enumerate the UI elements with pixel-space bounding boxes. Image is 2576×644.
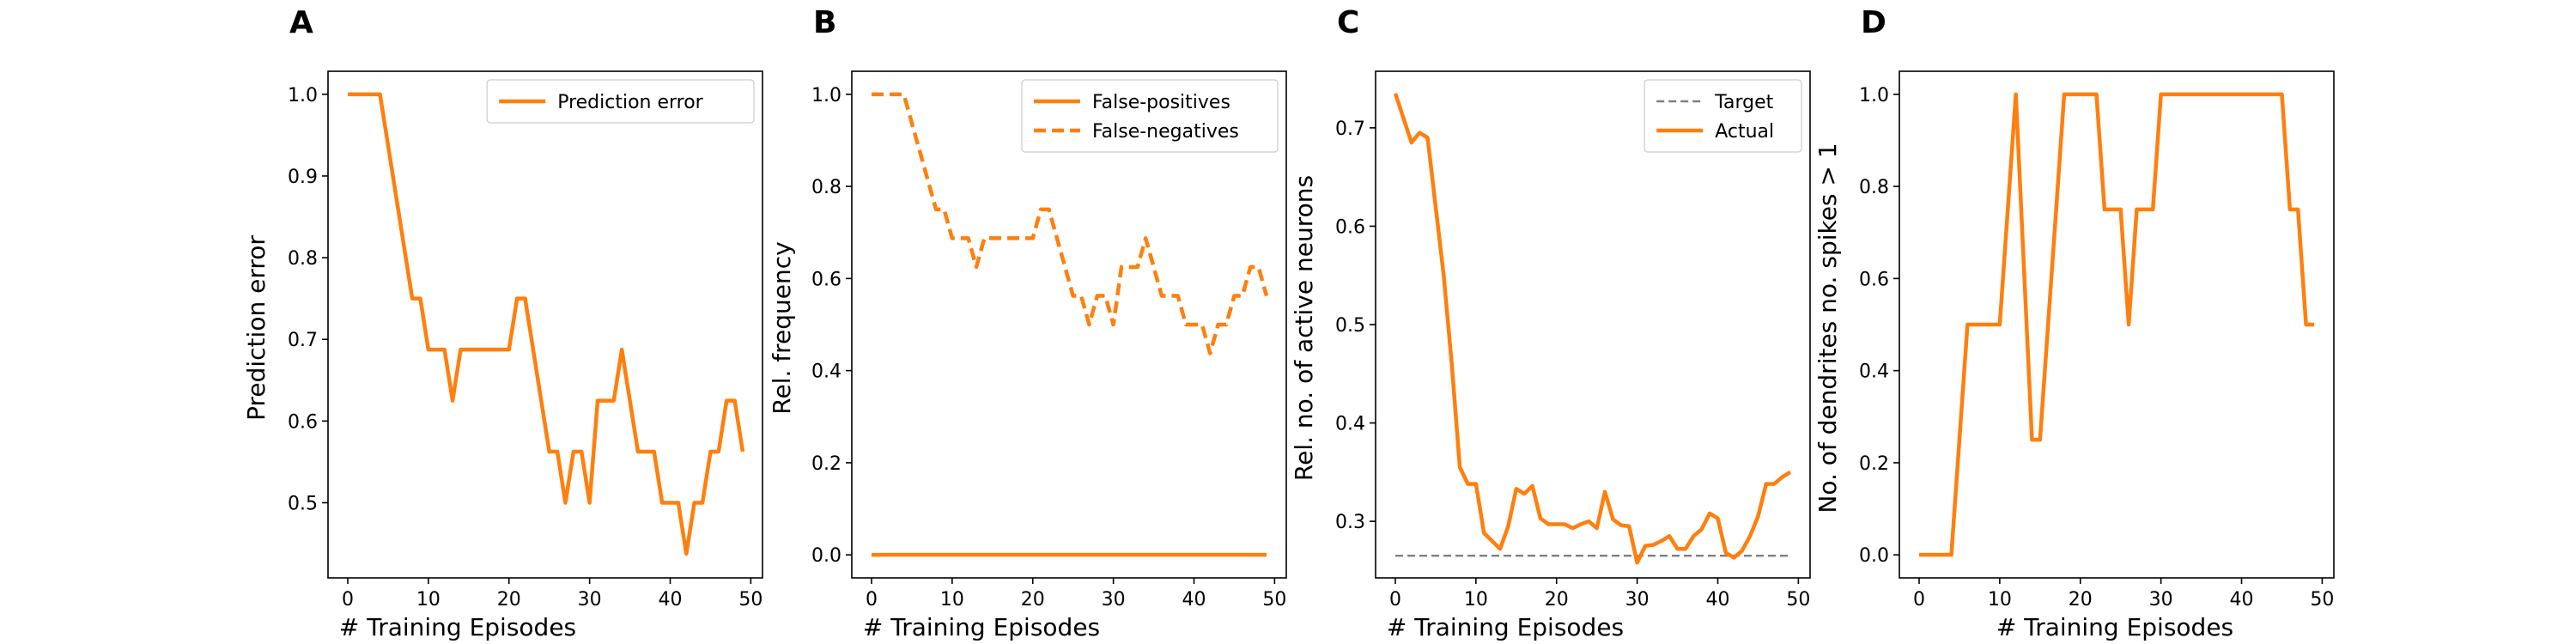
panel-a-y-tick-label: 0.6 — [288, 411, 318, 433]
panel-d-x-tick-label: 10 — [1988, 589, 2012, 611]
panel-a-x-axis-title: # Training Episodes — [339, 613, 576, 641]
panel-c-series-actual-line — [1393, 93, 1792, 565]
panel-a-plot-area: 0 10 20 30 40 50 0.5 0.6 0.7 0.8 0.9 1.0 — [288, 70, 763, 611]
panel-a-x-tick-label: 20 — [497, 589, 521, 611]
panel-b-legend-box — [1021, 79, 1279, 153]
panel-b-legend: False-positives False-negatives — [1021, 79, 1279, 153]
panel-d-x-axis-title: # Training Episodes — [1996, 613, 2233, 641]
panel-b-y-axis-title: Rel. frequency — [768, 241, 796, 414]
panel-d-y-tick-label: 0.2 — [1859, 453, 1889, 475]
panel-d-y-tick-label: 0.0 — [1859, 545, 1889, 567]
panel-c-x-tick-label: 0 — [1389, 589, 1401, 611]
panel-b-series-false-negatives-line — [872, 92, 1269, 355]
panel-a-y-axis-title: Prediction error — [242, 235, 270, 421]
panel-d-plot-area: 0 10 20 30 40 50 0.0 0.2 0.4 0.6 0.8 1.0 — [1859, 70, 2335, 611]
panel-b-legend-label-false-positives: False-positives — [1092, 92, 1230, 113]
panel-a-y-tick-label: 0.9 — [288, 167, 318, 188]
panel-b: B 0 10 20 30 40 50 0.0 0.2 0.4 0.6 0.8 1.0 False-po… — [768, 5, 1287, 641]
panel-b-y-tick-label: 1.0 — [811, 85, 841, 106]
panel-d-x-tick-label: 30 — [2149, 589, 2173, 611]
panel-a-x-tick-label: 0 — [342, 589, 354, 611]
panel-d-y-tick-label: 0.6 — [1859, 269, 1889, 290]
panel-c-legend-box — [1643, 79, 1802, 153]
panel-b-plot-area: 0 10 20 30 40 50 0.0 0.2 0.4 0.6 0.8 1.0 — [811, 70, 1287, 611]
panel-d-series-series-line — [1919, 92, 2314, 557]
panel-a-x-tick-label: 40 — [659, 589, 683, 611]
panel-a-y-tick-label: 0.8 — [288, 248, 318, 270]
panel-c-y-tick-label: 0.3 — [1335, 512, 1365, 533]
panel-c-x-tick-label: 30 — [1625, 589, 1649, 611]
panel-c-y-tick-label: 0.7 — [1335, 118, 1365, 140]
panel-d-label: D — [1861, 5, 1886, 40]
panel-c: C 0 10 20 30 40 50 0.3 0.4 0.5 0.6 0.7 Target Actua… — [1290, 5, 1811, 641]
panel-a-axes-frame — [327, 70, 763, 579]
panel-d-x-tick-label: 0 — [1913, 589, 1925, 611]
panel-a-y-tick-label: 1.0 — [288, 85, 318, 106]
panel-b-y-tick-label: 0.2 — [811, 453, 841, 475]
panel-d-x-tick-label: 50 — [2310, 589, 2334, 611]
panel-b-x-tick-label: 30 — [1102, 589, 1126, 611]
panel-b-y-tick-label: 0.0 — [811, 545, 841, 567]
panel-c-x-tick-label: 40 — [1706, 589, 1730, 611]
panel-d-y-tick-label: 0.4 — [1859, 361, 1889, 383]
panel-c-x-tick-label: 10 — [1464, 589, 1488, 611]
panel-d-axes-frame — [1899, 70, 2335, 579]
panel-c-y-tick-label: 0.4 — [1335, 414, 1365, 435]
panel-d-y-tick-label: 0.8 — [1859, 177, 1889, 198]
panel-b-label: B — [813, 5, 836, 40]
panel-a: A 0 10 20 30 40 50 0.5 0.6 0.7 0.8 0.9 1.0 Predicti… — [242, 5, 763, 641]
panel-b-x-axis-title: # Training Episodes — [863, 613, 1100, 641]
panel-b-x-tick-label: 0 — [866, 589, 878, 611]
panel-c-x-tick-label: 20 — [1545, 589, 1569, 611]
panel-c-legend-label-target: Target — [1714, 92, 1773, 113]
panel-a-legend: Prediction error — [486, 79, 755, 124]
panel-a-x-tick-label: 10 — [416, 589, 440, 611]
panel-a-y-tick-label: 0.7 — [288, 330, 318, 351]
panel-a-label: A — [289, 5, 313, 40]
panel-a-x-tick-label: 50 — [738, 589, 762, 611]
panel-c-x-axis-title: # Training Episodes — [1387, 613, 1624, 641]
panel-b-axes-frame — [851, 70, 1287, 579]
panel-c-plot-area: 0 10 20 30 40 50 0.3 0.4 0.5 0.6 0.7 — [1335, 70, 1811, 611]
panel-c-legend: Target Actual — [1643, 79, 1802, 153]
panel-b-legend-label-false-negatives: False-negatives — [1092, 121, 1239, 143]
panel-d-y-axis-title: No. of dendrites no. spikes > 1 — [1814, 143, 1842, 513]
panel-c-y-tick-label: 0.5 — [1335, 315, 1365, 337]
panel-a-legend-label-prediction-error: Prediction error — [557, 92, 703, 113]
panel-b-y-tick-label: 0.8 — [811, 177, 841, 198]
panel-c-label: C — [1337, 5, 1359, 40]
panel-d-x-tick-label: 40 — [2230, 589, 2254, 611]
panel-d-x-tick-label: 20 — [2069, 589, 2093, 611]
panel-a-x-tick-label: 30 — [578, 589, 602, 611]
panel-b-y-tick-label: 0.6 — [811, 269, 841, 290]
panel-c-legend-label-actual: Actual — [1715, 121, 1774, 143]
panel-d-y-tick-label: 1.0 — [1859, 85, 1889, 106]
panel-d: D 0 10 20 30 40 50 0.0 0.2 0.4 0.6 0.8 1.0 # Traini… — [1814, 5, 2335, 641]
panel-c-y-axis-title: Rel. no. of active neurons — [1290, 175, 1318, 481]
panel-b-x-tick-label: 40 — [1182, 589, 1206, 611]
panel-b-x-tick-label: 50 — [1262, 589, 1286, 611]
panel-a-series-prediction-error-line — [348, 92, 745, 556]
panel-c-y-tick-label: 0.6 — [1335, 216, 1365, 238]
panel-c-x-tick-label: 50 — [1786, 589, 1810, 611]
panel-b-x-tick-label: 10 — [940, 589, 964, 611]
panel-a-legend-box — [486, 79, 755, 124]
panel-b-y-tick-label: 0.4 — [811, 361, 841, 383]
panel-b-x-tick-label: 20 — [1021, 589, 1045, 611]
panel-a-y-tick-label: 0.5 — [288, 493, 318, 514]
